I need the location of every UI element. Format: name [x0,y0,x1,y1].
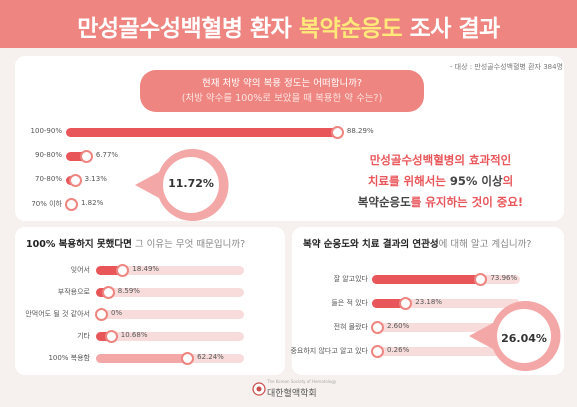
bar [372,275,482,284]
tick-label: 안먹어도 될 것 같아서 [25,310,90,318]
bar-end-marker [68,174,82,187]
bar-track [372,323,520,332]
bar-track [372,347,520,356]
logo-tagline: The Korean Society of Hematology [267,379,337,384]
callout-pin-awareness [469,301,561,371]
bar-track [372,299,520,308]
header-banner: 만성골수성백혈병 환자 복약순응도 조사 결과 [0,0,577,48]
tick-label: 잘 알고있다 [333,275,368,283]
data-label: 1.82% [81,199,104,207]
tick-label: 전혀 몰랐다 [333,323,368,331]
tick-label: 90-80% [35,151,62,159]
data-label: 73.96% [490,274,518,282]
bar [372,299,407,308]
question-title: 현재 처방 약의 복용 정도는 어떠합니까? [202,78,362,89]
data-label: 62.24% [197,353,224,361]
tick-label: 70% 이하 [31,200,62,208]
key-message: 만성골수성백혈병의 효과적인 치료를 위해서는 95% 이상의 복약순응도를 유… [318,150,563,213]
page-title: 만성골수성백혈병 환자 복약순응도 조사 결과 [0,9,577,43]
question-title-reasons: 100% 복용하지 못했다면 그 이유는 무엇 때문입니까? [26,239,246,250]
question-title-awareness: 복약 순응도와 치료 결과의 연관성에 대해 알고 계십니까? [303,239,532,250]
data-label: 3.13% [84,175,107,183]
tick-label: 기타 [77,332,90,340]
tick-label: 100% 복용함 [48,354,90,362]
title-highlight: 복약순응도 [298,16,403,42]
question-box-dosage: 현재 처방 약의 복용 정도는 어떠합니까? (처방 약수를 100%로 보았을… [140,70,424,112]
bar-end-marker [330,126,344,139]
callout-value-dosage: 11.72% [168,177,214,190]
bar-end-marker [371,321,384,334]
bar-end-marker [79,150,93,163]
bar-end-marker [101,286,115,299]
tick-label: 부작용으로 [57,288,90,296]
tick-label: 중요하지 않다고 알고 있다 [290,347,368,355]
message-line-1: 만성골수성백혈병의 효과적인 [369,153,512,167]
bar [96,266,124,275]
data-label: 88.29% [346,127,374,135]
bar-end-marker [181,352,195,365]
tick-label: 100-90% [30,127,62,135]
tick-label: 들은 적 있다 [331,299,368,307]
bar-end-marker [104,330,118,343]
bar-track [96,332,244,341]
bar-end-marker [116,264,130,277]
data-label: 2.60% [387,322,410,330]
data-label: 8.59% [117,287,140,295]
data-label: 18.49% [132,265,160,273]
tick-label: 잊어서 [70,266,90,274]
data-label: 6.77% [95,151,119,159]
panel-reasons [15,227,285,375]
callout-value-awareness: 26.04% [501,332,547,345]
tick-label: 70-80% [35,175,62,183]
bar-end-marker [95,308,108,321]
survey-note: - 대상 : 만성골수성백혈병 환자 384명 [449,63,563,71]
society-logo-icon [252,382,266,396]
message-line-2: 치료를 위해서는 95% 이상의 [367,174,514,188]
bar [66,152,87,161]
bar-track [96,310,244,319]
bar [66,128,338,137]
bar-end-marker [371,345,384,358]
logo-name: 대한혈액학회 [267,389,317,399]
callout-pin-dosage [135,149,229,221]
bar-end-marker [399,297,413,310]
bar-track [96,266,244,275]
bar-end-marker [474,273,488,286]
bar [96,332,112,341]
data-label: 0% [111,309,123,317]
question-subtitle: (처방 약수를 100%로 보았을 때 복용한 약 수는?) [181,93,383,104]
data-label: 10.68% [120,331,148,339]
title-prefix: 만성골수성백혈병 환자 [77,16,299,42]
title-suffix: 조사 결과 [402,16,501,42]
bar [96,354,189,363]
message-line-3: 복약순응도를 유지하는 것이 중요! [357,195,524,209]
bar-end-marker [65,198,78,211]
data-label: 23.18% [415,298,442,306]
bar-track [96,288,244,297]
data-label: 0.26% [387,346,410,354]
